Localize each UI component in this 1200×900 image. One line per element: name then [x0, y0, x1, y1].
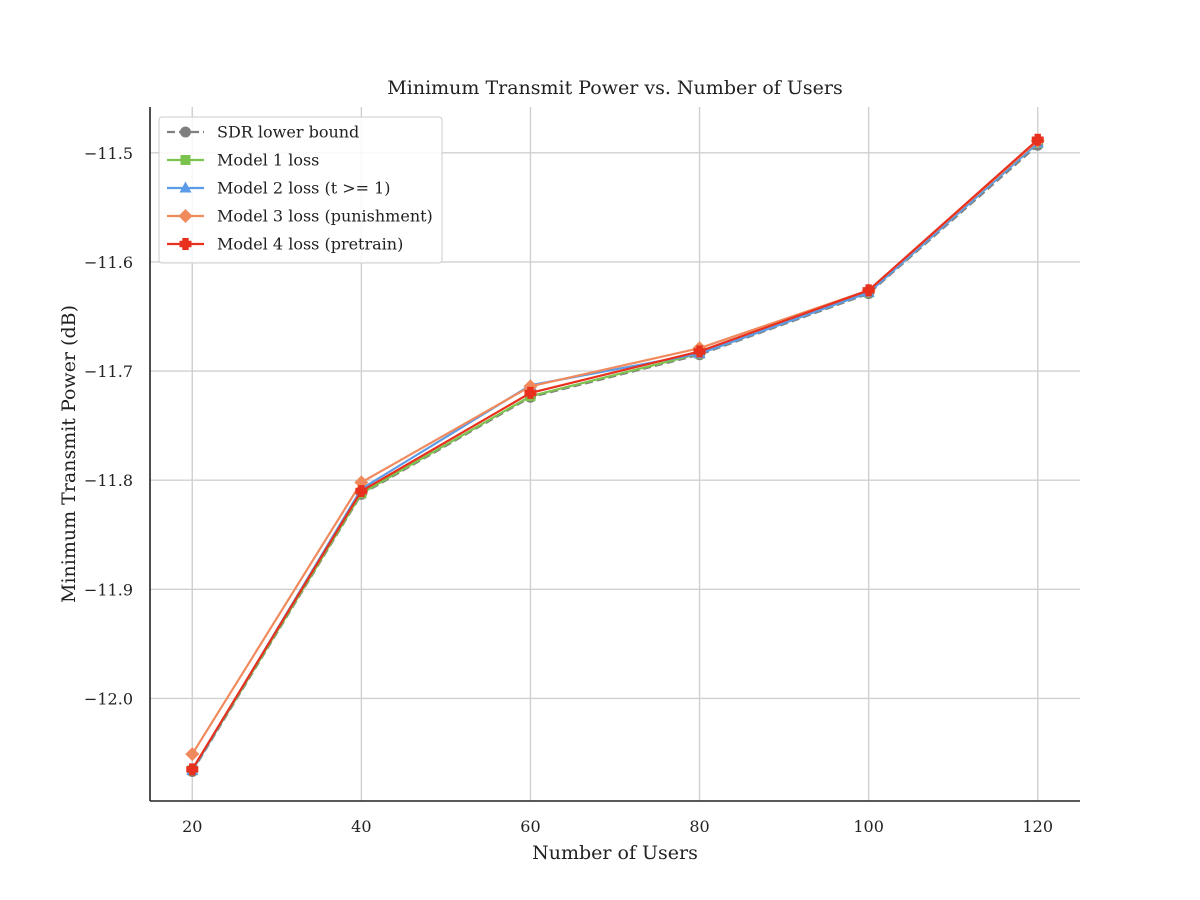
data-point-marker [185, 747, 200, 762]
x-tick-label: 40 [351, 817, 371, 836]
series-line [191, 138, 1039, 770]
legend-marker [180, 126, 191, 138]
y-tick-label: −11.7 [84, 362, 133, 381]
legend-marker [178, 209, 193, 223]
x-axis-label: Number of Users [532, 842, 698, 864]
legend-item: Model 1 loss [167, 151, 319, 170]
y-tick-label: −11.9 [84, 580, 133, 599]
data-point-marker [693, 345, 706, 358]
x-tick-label: 100 [853, 817, 884, 836]
y-tick-label: −11.8 [84, 471, 133, 490]
data-point-marker [354, 475, 369, 490]
series-5 [186, 133, 1044, 776]
y-axis-label: Minimum Transmit Power (dB) [58, 305, 80, 603]
y-tick-label: −11.6 [84, 253, 133, 272]
y-tick-label: −11.5 [84, 144, 133, 163]
x-tick-label: 60 [520, 817, 540, 836]
x-tick-label: 20 [182, 817, 202, 836]
legend-marker [180, 155, 191, 165]
chart-title: Minimum Transmit Power vs. Number of Use… [387, 77, 842, 99]
axes [149, 107, 1080, 802]
legend-item: SDR lower bound [167, 123, 359, 142]
y-tick-label: −12.0 [84, 689, 133, 708]
series-group [185, 133, 1045, 778]
legend-label: SDR lower bound [217, 123, 359, 142]
data-point-marker [1031, 133, 1044, 146]
data-point-marker [524, 386, 537, 399]
legend-label: Model 4 loss (pretrain) [217, 235, 403, 254]
y-tick-labels: −11.5 −11.6 −11.7 −11.8 −11.9 −12.0 [84, 144, 133, 709]
legend-box [158, 116, 443, 264]
legend-label: Model 1 loss [217, 151, 319, 170]
x-tick-labels: 20 40 60 80 100 120 [182, 817, 1053, 836]
data-point-marker [186, 763, 199, 776]
legend-marker [179, 181, 192, 193]
legend-item: Model 2 loss (t >= 1) [167, 179, 391, 198]
legend-item: Model 4 loss (pretrain) [167, 235, 403, 254]
legend-label: Model 2 loss (t >= 1) [217, 179, 391, 198]
data-point-marker [355, 485, 368, 498]
x-tick-label: 80 [689, 817, 709, 836]
legend-label: Model 3 loss (punishment) [217, 207, 433, 226]
data-point-marker [862, 284, 875, 297]
x-tick-label: 120 [1022, 817, 1053, 836]
legend-marker [179, 238, 192, 250]
legend: SDR lower bound Model 1 loss Model 2 loss … [158, 116, 443, 264]
legend-item: Model 3 loss (punishment) [167, 207, 433, 226]
